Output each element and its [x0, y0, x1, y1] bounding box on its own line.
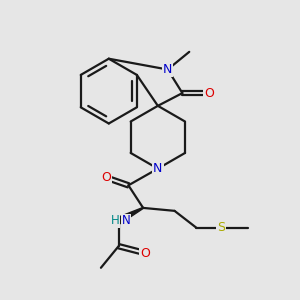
Polygon shape: [117, 208, 143, 224]
Text: N: N: [163, 63, 172, 76]
Text: N: N: [122, 214, 130, 227]
Text: O: O: [204, 87, 214, 100]
Text: S: S: [217, 221, 225, 234]
Text: O: O: [140, 247, 150, 260]
Text: H: H: [111, 214, 120, 227]
Text: O: O: [101, 171, 111, 184]
Text: N: N: [153, 162, 163, 175]
